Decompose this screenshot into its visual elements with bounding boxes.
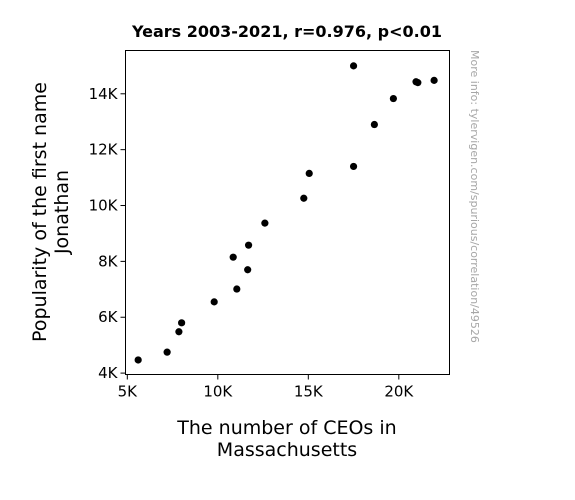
y-tick-label: 8K bbox=[98, 252, 119, 270]
y-tick-label: 12K bbox=[89, 141, 119, 159]
x-axis-label-line-2: Massachusetts bbox=[217, 439, 357, 461]
scatter-point bbox=[134, 356, 142, 364]
scatter-point bbox=[349, 62, 358, 70]
scatter-point bbox=[430, 76, 438, 84]
scatter-point bbox=[229, 253, 237, 261]
x-tick-label: 15K bbox=[294, 383, 324, 401]
y-axis-label-line-1: Popularity of the first name bbox=[29, 82, 51, 342]
y-axis-label: Popularity of the first name Jonathan bbox=[29, 82, 73, 342]
scatter-point bbox=[233, 285, 241, 293]
y-tick-label: 10K bbox=[89, 197, 119, 215]
scatter-point bbox=[261, 219, 269, 227]
x-axis-label-line-1: The number of CEOs in bbox=[176, 417, 396, 439]
scatter-point bbox=[305, 169, 313, 177]
plot-area-frame bbox=[125, 50, 450, 375]
scatter-point bbox=[175, 328, 183, 336]
scatter-point bbox=[389, 94, 397, 103]
y-tick-label: 4K bbox=[98, 364, 119, 382]
scatter-point bbox=[210, 298, 218, 306]
y-tick-label: 6K bbox=[98, 308, 119, 326]
x-axis-ticks: 5K 10K 15K 20K bbox=[118, 374, 414, 401]
data-points bbox=[134, 62, 438, 364]
scatter-point bbox=[414, 79, 422, 87]
scatter-point bbox=[300, 194, 308, 202]
y-axis-ticks: 4K 6K 8K 10K 12K 14K bbox=[89, 85, 126, 382]
x-tick-label: 5K bbox=[118, 383, 139, 401]
scatter-point bbox=[370, 120, 378, 129]
x-tick-label: 10K bbox=[203, 383, 233, 401]
y-axis-label-line-2: Jonathan bbox=[51, 170, 73, 255]
x-tick-label: 20K bbox=[384, 383, 414, 401]
scatter-point bbox=[349, 162, 358, 171]
watermark-text: More info: tylervigen.com/spurious/corre… bbox=[468, 50, 481, 343]
y-tick-label: 14K bbox=[89, 85, 119, 103]
watermark: More info: tylervigen.com/spurious/corre… bbox=[468, 50, 481, 343]
scatter-point bbox=[244, 266, 252, 274]
scatter-point bbox=[244, 241, 253, 249]
scatter-point bbox=[163, 348, 171, 356]
chart-title: Years 2003-2021, r=0.976, p<0.01 bbox=[131, 22, 442, 41]
scatter-point bbox=[178, 319, 186, 327]
